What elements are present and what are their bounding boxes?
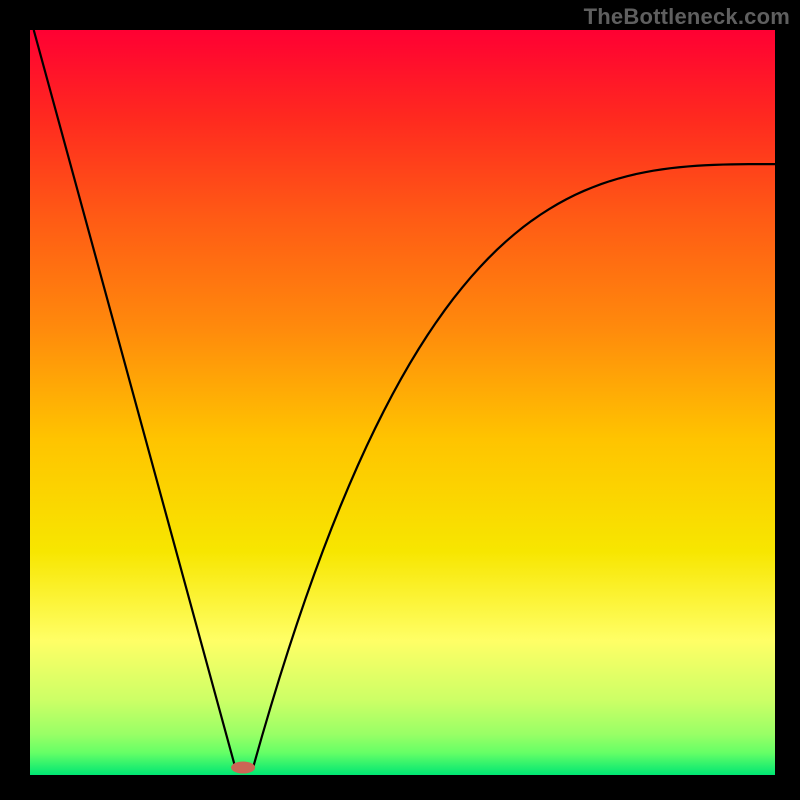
watermark-text: TheBottleneck.com xyxy=(584,4,790,30)
plot-background xyxy=(30,30,775,775)
chart-container: TheBottleneck.com xyxy=(0,0,800,800)
bottleneck-chart xyxy=(0,0,800,800)
optimum-marker xyxy=(231,762,255,774)
